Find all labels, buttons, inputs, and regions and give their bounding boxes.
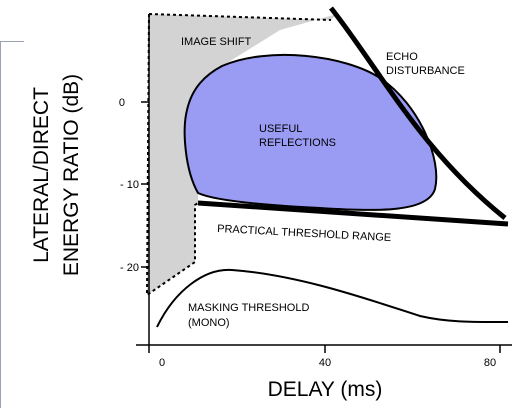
frame-rule-left [0,41,1,408]
y-tick-label: - 20 [120,262,139,274]
useful-reflections-region [183,53,438,211]
x-tick-label: 80 [484,357,496,369]
echo-label-line2: DISTURBANCE [386,65,465,77]
y-tick-label: - 10 [120,179,139,191]
masking-label-line1: MASKING THRESHOLD [188,302,309,314]
echo-label-line1: ECHO [386,51,418,63]
echo-disturbance-curve [329,6,507,220]
masking-threshold-curve [156,268,509,328]
y-tick-label: 0 [119,97,125,109]
practical-threshold-line [197,200,509,227]
practical-threshold-label: PRACTICAL THRESHOLD RANGE [217,223,392,244]
image-shift-label: IMAGE SHIFT [181,36,252,48]
frame-rule-top [0,41,24,42]
y-axis-title-line1: LATERAL/DIRECT [30,87,53,263]
useful-label-line1: USEFUL [259,123,302,135]
image-shift-boundary [145,13,332,297]
x-tick-label: 0 [159,357,165,369]
x-tick-label: 40 [319,357,331,369]
useful-label-line2: REFLECTIONS [259,137,336,149]
image-shift-region [147,14,337,295]
masking-label-line2: (MONO) [188,317,230,329]
x-axis-title: DELAY (ms) [268,378,383,401]
y-axis-title-line2: ENERGY RATIO (dB) [60,74,83,276]
